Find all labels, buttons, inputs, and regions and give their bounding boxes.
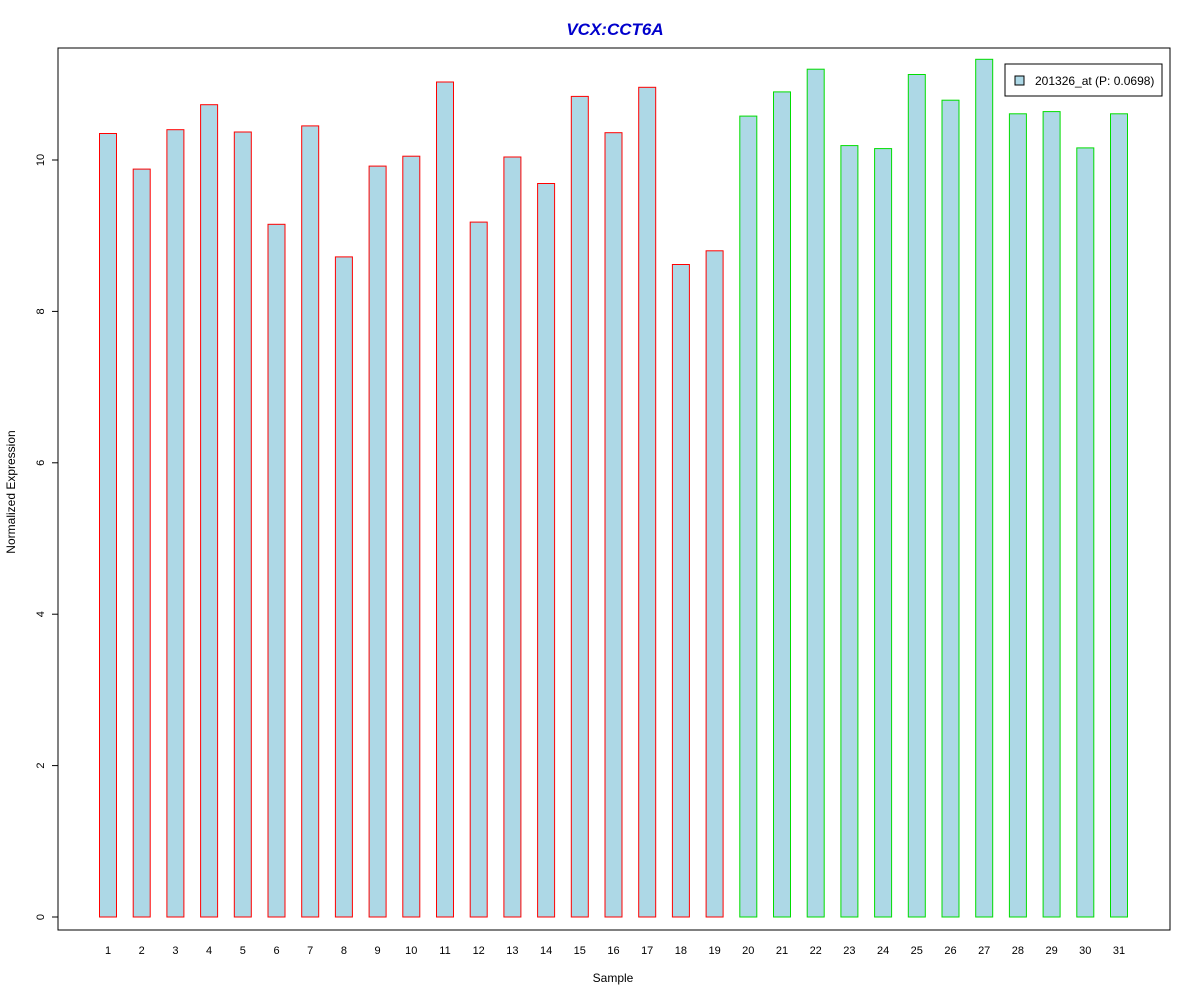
x-tick-label: 2 [139,945,145,957]
x-tick-label: 15 [574,945,586,957]
bar-sample-20 [739,115,758,918]
x-tick-label: 25 [911,945,923,957]
bar-sample-6 [267,223,286,918]
bar-sample-14 [537,183,556,918]
bar-sample-13 [503,156,522,918]
x-tick-label: 30 [1079,945,1091,957]
bar-sample-2 [132,168,151,918]
bar-sample-29 [1042,111,1061,918]
x-tick-label: 21 [776,945,788,957]
y-tick-label: 0 [35,914,47,920]
bar-sample-12 [469,221,488,918]
x-tick-label: 23 [843,945,855,957]
x-tick-label: 7 [307,945,313,957]
x-axis-label: Sample [593,971,634,985]
y-tick-label: 8 [35,308,47,314]
bar-sample-25 [907,74,926,918]
bar-sample-11 [436,81,454,918]
x-tick-label: 6 [273,945,279,957]
bar-sample-8 [334,256,353,918]
y-axis: 0 2 4 6 8 10 [35,154,58,920]
bar-sample-5 [233,131,252,918]
y-tick-label: 6 [35,460,47,466]
x-tick-label: 9 [375,945,381,957]
bar-sample-10 [402,155,421,918]
bar-sample-26 [941,99,960,918]
x-axis-tick-labels: 1 2 3 4 5 6 7 8 9 10 11 12 13 14 15 16 17 18 19 20 21 22 23 24 2… [105,945,1125,957]
x-tick-label: 28 [1012,945,1024,957]
legend-swatch [1014,75,1025,86]
x-tick-label: 27 [978,945,990,957]
x-tick-label: 4 [206,945,212,957]
x-tick-label: 3 [172,945,178,957]
plot-frame [57,47,1171,931]
bar-sample-28 [1008,113,1027,918]
legend-box [1004,63,1163,97]
bar-sample-15 [570,95,589,918]
x-tick-label: 19 [708,945,720,957]
plot-area [57,47,1171,931]
x-tick-label: 1 [105,945,111,957]
legend-label: 201326_at (P: 0.0698) [1035,74,1154,88]
x-tick-label: 31 [1113,945,1125,957]
bar-sample-23 [840,145,859,918]
x-tick-label: 10 [405,945,417,957]
x-tick-label: 8 [341,945,347,957]
bar-sample-4 [200,104,219,918]
x-tick-label: 13 [506,945,518,957]
x-tick-label: 20 [742,945,754,957]
bar-sample-7 [301,125,320,918]
x-tick-label: 22 [810,945,822,957]
bar-sample-31 [1110,113,1128,918]
bar-sample-17 [638,86,657,918]
bar-sample-18 [671,264,690,918]
x-tick-label: 14 [540,945,552,957]
bar-sample-24 [874,148,893,918]
bars-group [99,58,1128,918]
bar-sample-3 [166,129,185,918]
x-tick-label: 29 [1045,945,1057,957]
x-tick-label: 17 [641,945,653,957]
bar-sample-16 [604,132,623,918]
x-tick-label: 11 [439,945,450,957]
legend: 201326_at (P: 0.0698) [1004,63,1163,97]
bar-sample-30 [1076,147,1095,918]
bar-sample-19 [705,250,724,918]
bar-sample-1 [99,133,117,918]
y-tick-label: 4 [35,611,47,617]
bar-sample-27 [975,58,994,918]
bar-sample-21 [773,91,791,918]
y-tick-label: 2 [35,763,47,769]
y-axis-label: Normalized Expression [4,430,18,553]
x-tick-label: 12 [473,945,485,957]
x-tick-label: 18 [675,945,687,957]
x-tick-label: 24 [877,945,889,957]
bar-sample-9 [368,165,387,918]
y-tick-label: 10 [35,154,47,166]
chart-title: VCX:CCT6A [566,20,664,39]
x-tick-label: 5 [240,945,246,957]
x-tick-label: 26 [944,945,956,957]
bar-sample-22 [806,68,825,918]
x-tick-label: 16 [607,945,619,957]
